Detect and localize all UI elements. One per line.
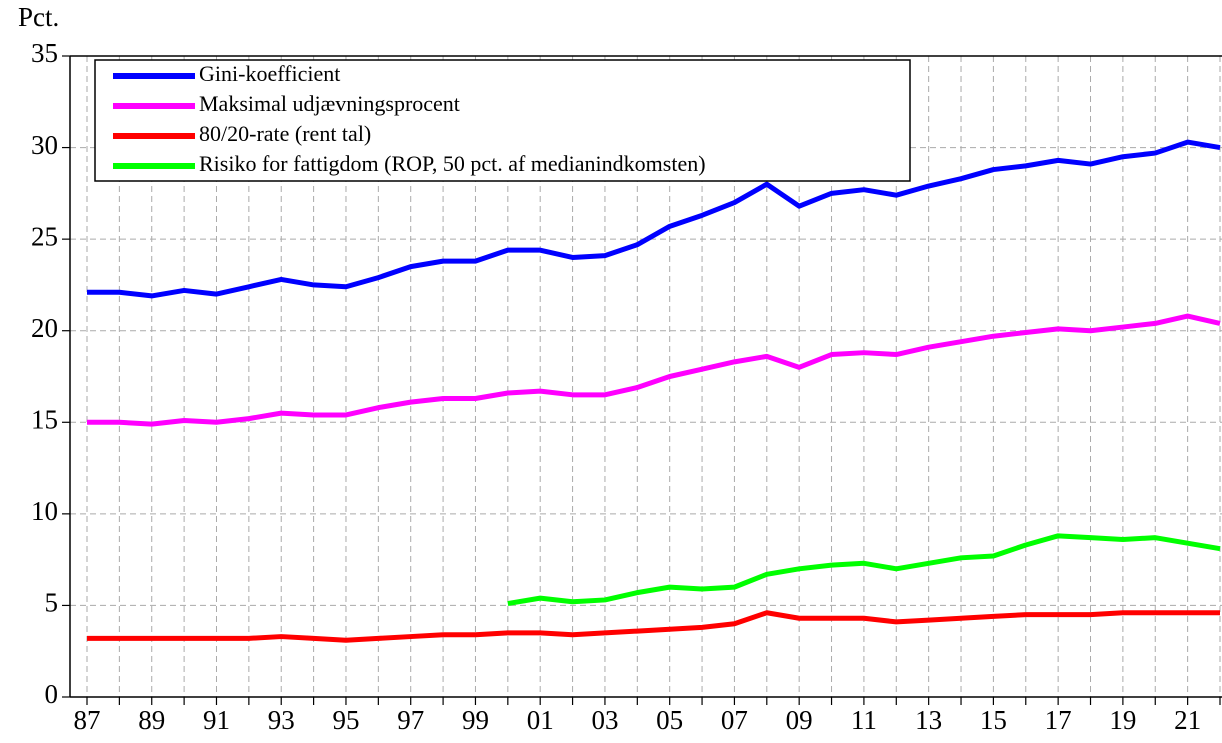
y-tick-label: 30 <box>31 130 58 160</box>
x-tick-label: 97 <box>397 705 424 735</box>
y-tick-label: 25 <box>31 221 58 251</box>
y-axis-label: Pct. <box>18 2 59 32</box>
series-line <box>87 610 1220 643</box>
x-tick-label: 93 <box>268 705 295 735</box>
y-tick-label: 35 <box>31 38 58 68</box>
legend-box <box>94 59 911 182</box>
x-tick-label: 07 <box>721 705 748 735</box>
legend-label: Maksimal udjævningsprocent <box>199 91 460 116</box>
x-tick-label: 13 <box>915 705 942 735</box>
y-tick-label: 20 <box>31 313 58 343</box>
series-line <box>507 533 1221 607</box>
y-tick-label: 15 <box>31 404 58 434</box>
legend-label: Gini-koefficient <box>199 61 340 86</box>
x-tick-label: 89 <box>138 705 165 735</box>
series-line <box>87 139 1221 299</box>
lines <box>87 139 1221 643</box>
legend-label: Risiko for fattigdom (ROP, 50 pct. af me… <box>199 151 706 176</box>
x-tick-label: 95 <box>332 705 359 735</box>
x-tick-label: 11 <box>851 705 877 735</box>
x-tick-label: 05 <box>656 705 683 735</box>
x-tick-label: 01 <box>527 705 554 735</box>
y-tick-label: 0 <box>45 679 59 709</box>
x-tick-label: 09 <box>786 705 813 735</box>
legend-label: 80/20-rate (rent tal) <box>199 121 371 146</box>
y-tick-label: 10 <box>31 496 58 526</box>
x-tick-label: 91 <box>203 705 230 735</box>
y-tick-label: 5 <box>45 588 59 618</box>
axes: 87 89 91 93 95 97 99 01 03 05 07 09 11 13 15 17 19 210510… <box>31 38 1222 735</box>
x-tick-label: 19 <box>1109 705 1136 735</box>
x-tick-label: 17 <box>1045 705 1072 735</box>
series-line <box>87 313 1221 427</box>
x-tick-label: 21 <box>1174 705 1201 735</box>
x-tick-label: 87 <box>74 705 101 735</box>
x-tick-label: 03 <box>591 705 618 735</box>
x-tick-label: 15 <box>980 705 1007 735</box>
x-tick-label: 99 <box>462 705 489 735</box>
